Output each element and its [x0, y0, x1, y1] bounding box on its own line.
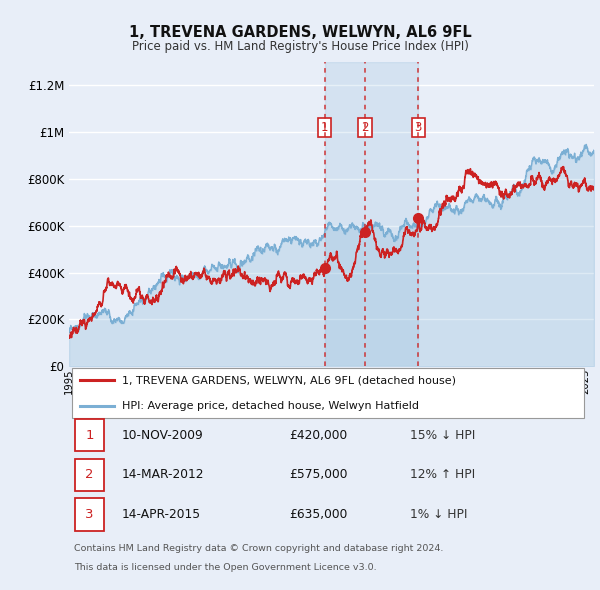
Text: This data is licensed under the Open Government Licence v3.0.: This data is licensed under the Open Gov…: [74, 563, 377, 572]
Text: £635,000: £635,000: [290, 508, 348, 521]
Text: 15% ↓ HPI: 15% ↓ HPI: [410, 428, 476, 441]
Text: 1% ↓ HPI: 1% ↓ HPI: [410, 508, 468, 521]
Text: 1: 1: [85, 428, 94, 441]
FancyBboxPatch shape: [76, 498, 104, 531]
Text: 3: 3: [415, 121, 422, 134]
Text: 2: 2: [85, 468, 94, 481]
Text: 10-NOV-2009: 10-NOV-2009: [121, 428, 203, 441]
Text: Contains HM Land Registry data © Crown copyright and database right 2024.: Contains HM Land Registry data © Crown c…: [74, 544, 443, 553]
Text: £420,000: £420,000: [290, 428, 348, 441]
Bar: [325, 62, 418, 366]
Text: 1, TREVENA GARDENS, WELWYN, AL6 9FL: 1, TREVENA GARDENS, WELWYN, AL6 9FL: [128, 25, 472, 40]
Text: £575,000: £575,000: [290, 468, 348, 481]
Text: Price paid vs. HM Land Registry's House Price Index (HPI): Price paid vs. HM Land Registry's House …: [131, 40, 469, 53]
Text: 2: 2: [361, 121, 369, 134]
Text: 14-APR-2015: 14-APR-2015: [121, 508, 200, 521]
Text: 1, TREVENA GARDENS, WELWYN, AL6 9FL (detached house): 1, TREVENA GARDENS, WELWYN, AL6 9FL (det…: [121, 375, 455, 385]
Text: 1: 1: [321, 121, 329, 134]
FancyBboxPatch shape: [71, 368, 583, 418]
Text: 12% ↑ HPI: 12% ↑ HPI: [410, 468, 476, 481]
Text: 14-MAR-2012: 14-MAR-2012: [121, 468, 204, 481]
FancyBboxPatch shape: [76, 419, 104, 451]
Text: 3: 3: [85, 508, 94, 521]
FancyBboxPatch shape: [76, 458, 104, 491]
Text: HPI: Average price, detached house, Welwyn Hatfield: HPI: Average price, detached house, Welw…: [121, 401, 419, 411]
